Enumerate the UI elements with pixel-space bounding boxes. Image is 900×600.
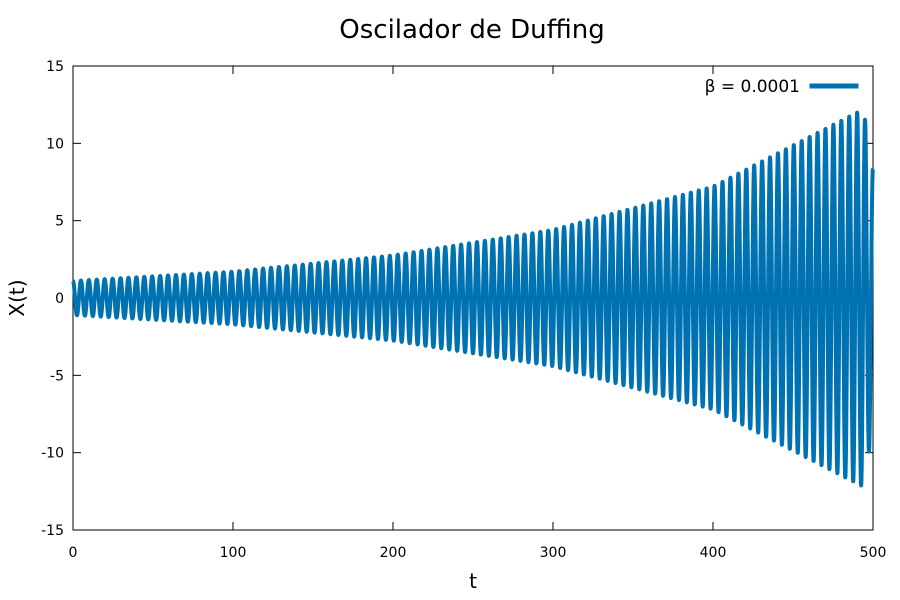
- y-tick-label: 5: [55, 214, 64, 230]
- x-axis-label: t: [469, 569, 477, 593]
- x-tick-label: 200: [380, 545, 407, 561]
- x-axis-ticks: 0 100 200 300 400 500: [69, 66, 887, 561]
- y-tick-label: 15: [46, 59, 64, 75]
- legend: β = 0.0001: [705, 77, 859, 97]
- x-tick-label: 0: [69, 545, 78, 561]
- y-axis-label: X(t): [5, 279, 29, 316]
- legend-label: β = 0.0001: [705, 77, 800, 97]
- y-tick-label: -10: [41, 446, 64, 462]
- x-tick-label: 500: [860, 545, 887, 561]
- y-tick-label: -15: [41, 523, 64, 539]
- x-tick-label: 300: [540, 545, 567, 561]
- y-tick-label: -5: [50, 368, 64, 384]
- y-tick-label: 10: [46, 136, 64, 152]
- x-tick-label: 100: [220, 545, 247, 561]
- series-layer: [71, 110, 875, 488]
- series-line-0: [71, 110, 875, 488]
- y-tick-label: 0: [55, 291, 64, 307]
- y-axis-ticks: -15 -10 -5 0 5 10 15: [41, 59, 873, 539]
- x-tick-label: 400: [700, 545, 727, 561]
- chart-title: Oscilador de Duffing: [339, 15, 604, 45]
